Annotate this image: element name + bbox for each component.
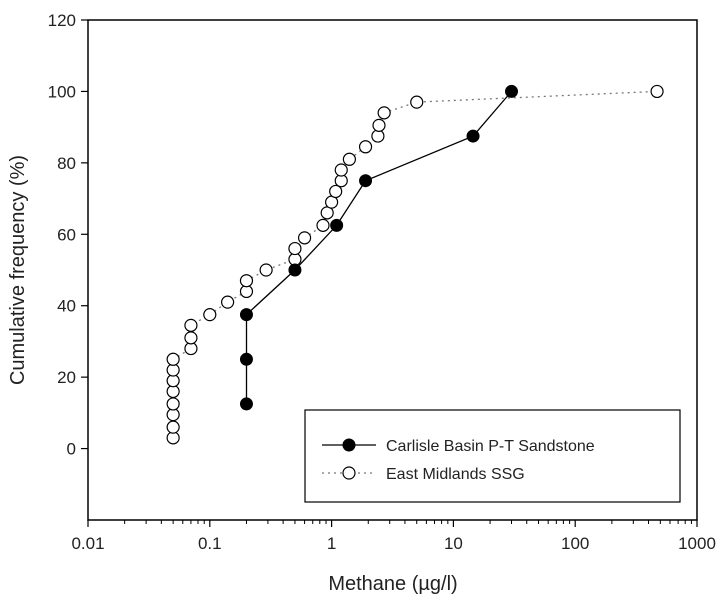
y-tick-label: 100 — [48, 82, 76, 101]
series-line-carlisle — [245, 90, 512, 404]
x-axis-ticks: 0.01 0.1 1 10 100 1000 — [71, 520, 716, 553]
point-carlisle — [239, 308, 253, 322]
point-east-midlands — [166, 397, 180, 411]
series-line-east-midlands — [172, 90, 658, 438]
point-east-midlands — [297, 231, 312, 245]
point-east-midlands — [166, 420, 180, 434]
point-east-midlands — [203, 308, 217, 322]
series-layer — [166, 84, 664, 445]
point-east-midlands — [316, 218, 330, 232]
x-tick-label: 10 — [444, 534, 463, 553]
legend-marker-east-midlands — [342, 466, 356, 480]
x-tick-label: 0.1 — [198, 534, 222, 553]
point-east-midlands — [377, 106, 391, 120]
x-tick-label: 1 — [327, 534, 336, 553]
point-east-midlands — [358, 140, 373, 154]
y-tick-label: 20 — [57, 368, 76, 387]
point-east-midlands — [288, 241, 302, 256]
point-east-midlands — [371, 129, 385, 143]
point-carlisle — [330, 218, 344, 232]
x-tick-label: 1000 — [678, 534, 716, 553]
y-axis-ticks: 0 20 40 60 80 100 120 — [48, 11, 88, 459]
point-east-midlands — [166, 352, 180, 366]
point-east-midlands — [342, 152, 356, 166]
point-carlisle — [288, 263, 302, 277]
x-tick-label: 100 — [561, 534, 589, 553]
point-east-midlands — [184, 318, 198, 332]
point-carlisle — [359, 174, 373, 188]
legend-marker-carlisle — [342, 438, 356, 452]
point-east-midlands — [239, 274, 254, 288]
legend-label-carlisle: Carlisle Basin P-T Sandstone — [386, 438, 595, 455]
y-tick-label: 0 — [67, 440, 76, 459]
y-tick-label: 120 — [48, 11, 76, 30]
x-axis-title: Methane (µg/l) — [328, 573, 457, 595]
point-carlisle — [239, 352, 253, 366]
point-east-midlands — [259, 263, 273, 277]
point-carlisle — [466, 129, 480, 143]
legend: Carlisle Basin P-T Sandstone East Midlan… — [304, 409, 681, 503]
x-tick-label: 0.01 — [71, 534, 104, 553]
legend-box — [304, 409, 681, 503]
point-east-midlands — [329, 184, 343, 199]
point-east-midlands — [220, 295, 235, 309]
plot-frame — [87, 19, 698, 521]
y-axis-title: Cumulative frequency (%) — [7, 155, 29, 385]
point-carlisle — [239, 397, 253, 411]
y-tick-label: 80 — [57, 154, 76, 173]
point-carlisle — [505, 84, 519, 98]
point-east-midlands — [372, 118, 386, 132]
point-east-midlands — [334, 163, 348, 177]
legend-label-east-midlands: East Midlands SSG — [386, 466, 525, 483]
point-east-midlands — [184, 331, 198, 345]
y-tick-label: 60 — [57, 225, 76, 244]
y-tick-label: 40 — [57, 297, 76, 316]
point-east-midlands — [410, 95, 424, 109]
point-east-midlands — [650, 84, 664, 99]
